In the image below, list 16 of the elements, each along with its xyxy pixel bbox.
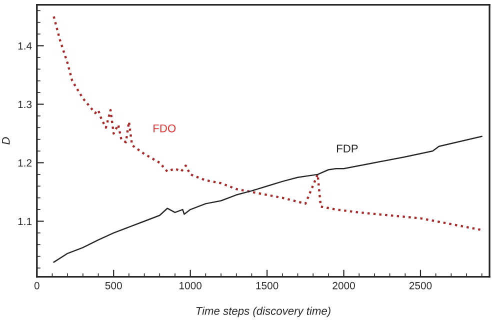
- series-label: FDP: [337, 144, 358, 152]
- text: FDO: [154, 124, 176, 132]
- x-tick-label: 500: [105, 282, 122, 290]
- line-series: [52, 15, 483, 232]
- y-tick-label: 1.2: [18, 159, 32, 167]
- y-axis-title: D: [2, 137, 10, 144]
- x-tick-label: 2000: [332, 282, 355, 290]
- x-tick-label: 1000: [180, 282, 202, 290]
- line-series: [53, 136, 482, 263]
- y-tick-label: 1.1: [18, 218, 32, 226]
- y-tick-label: 1.3: [18, 100, 32, 108]
- x-tick-label: 2500: [409, 282, 432, 290]
- x-tick-label: 0: [34, 282, 40, 290]
- x-tick-label: 1500: [256, 282, 278, 290]
- x-axis-title: Time steps (discovery time): [196, 306, 330, 318]
- y-tick-label: 1.4: [18, 42, 32, 50]
